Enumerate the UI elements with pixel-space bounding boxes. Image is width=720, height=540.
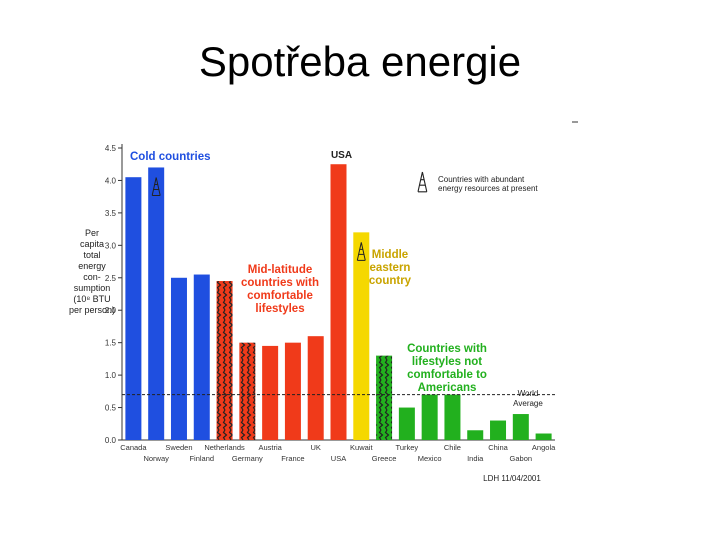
bar-china <box>490 420 507 440</box>
y-axis-label-line: (10⁸ BTU <box>73 294 110 304</box>
credit-label: LDH 11/04/2001 <box>483 474 541 483</box>
bar-austria <box>262 345 279 440</box>
bar-kuwait <box>353 232 370 440</box>
x-tick-label: China <box>488 443 508 452</box>
y-axis-label-line: total <box>83 250 100 260</box>
y-tick-label: 2.5 <box>105 274 117 283</box>
derrick-lines <box>151 177 161 196</box>
x-tick-label: Angola <box>532 443 556 452</box>
oil-derrick-icon <box>356 242 366 261</box>
bar-gabon <box>512 414 529 440</box>
annotation-mid-latitude: lifestyles <box>255 303 304 315</box>
annotation-middle-eastern: country <box>369 275 412 287</box>
x-tick-label: Finland <box>189 454 214 463</box>
bar-chile <box>444 394 461 440</box>
annotation-middle-eastern: eastern <box>370 262 411 274</box>
bar-canada <box>125 177 142 440</box>
y-axis-label-line: capita <box>80 239 104 249</box>
x-tick-label: Austria <box>258 443 282 452</box>
x-tick-label: Greece <box>372 454 397 463</box>
x-tick-label: Sweden <box>165 443 192 452</box>
y-axis-label-line: Per <box>85 228 99 238</box>
x-tick-label: Norway <box>143 454 169 463</box>
x-tick-label: Canada <box>120 443 147 452</box>
annotation-low-consumption: lifestyles not <box>412 356 482 368</box>
y-tick-label: 3.5 <box>105 209 117 218</box>
derrick-lines <box>356 242 366 261</box>
legend-abundant-resources: energy resources at present <box>438 184 538 193</box>
bar-greece <box>376 355 393 440</box>
x-tick-label: Gabon <box>510 454 533 463</box>
y-tick-label: 3.0 <box>105 241 117 250</box>
x-tick-label: Turkey <box>396 443 419 452</box>
bar-turkey <box>398 407 415 440</box>
x-tick-label: Netherlands <box>204 443 245 452</box>
annotation-mid-latitude: comfortable <box>247 290 313 302</box>
oil-derrick-icon <box>417 171 428 193</box>
bar-india <box>467 430 484 440</box>
annotation-low-consumption: Countries with <box>407 343 487 355</box>
annotation-world-average: World <box>518 389 539 398</box>
y-tick-label: 2.0 <box>105 306 117 315</box>
x-tick-label: Mexico <box>418 454 442 463</box>
y-tick-label: 4.0 <box>105 176 117 185</box>
x-tick-label: Germany <box>232 454 263 463</box>
annotation-world-average: Average <box>513 399 543 408</box>
annotation-low-consumption: Americans <box>418 382 477 394</box>
x-tick-label: Kuwait <box>350 443 373 452</box>
annotation-usa: USA <box>331 150 352 161</box>
bar-usa <box>330 164 347 440</box>
x-tick-label: France <box>281 454 304 463</box>
x-tick-label: USA <box>331 454 346 463</box>
y-tick-label: 1.5 <box>105 339 117 348</box>
y-tick-label: 1.0 <box>105 371 117 380</box>
annotation-mid-latitude: Mid-latitude <box>248 264 313 276</box>
x-tick-label: UK <box>310 443 320 452</box>
bar-germany <box>239 342 256 440</box>
y-axis-label-line: per person) <box>69 305 115 315</box>
annotation-mid-latitude: countries with <box>241 277 319 289</box>
x-tick-label: India <box>467 454 484 463</box>
bar-mexico <box>421 394 438 440</box>
bar-uk <box>307 336 324 440</box>
slide-title: Spotřeba energie <box>198 38 522 85</box>
bar-netherlands <box>216 281 233 440</box>
y-tick-label: 0.5 <box>105 404 117 413</box>
y-tick-label: 0.0 <box>105 436 117 445</box>
y-axis-label-line: con- <box>83 272 101 282</box>
bar-angola <box>535 433 552 440</box>
x-tick-label: Chile <box>444 443 461 452</box>
bar-finland <box>193 274 210 440</box>
annotation-low-consumption: comfortable to <box>407 369 487 381</box>
derrick-lines <box>417 171 428 193</box>
y-axis-label-line: sumption <box>74 283 111 293</box>
y-axis-label-line: energy <box>78 261 106 271</box>
annotation-cold-countries: Cold countries <box>130 151 211 163</box>
legend-abundant-resources: Countries with abundant <box>438 175 525 184</box>
bar-norway <box>148 167 165 440</box>
oil-derrick-icon <box>151 177 161 196</box>
annotation-middle-eastern: Middle <box>372 249 408 261</box>
y-tick-label: 4.5 <box>105 144 117 153</box>
bar-sweden <box>170 277 187 440</box>
bar-france <box>284 342 301 440</box>
